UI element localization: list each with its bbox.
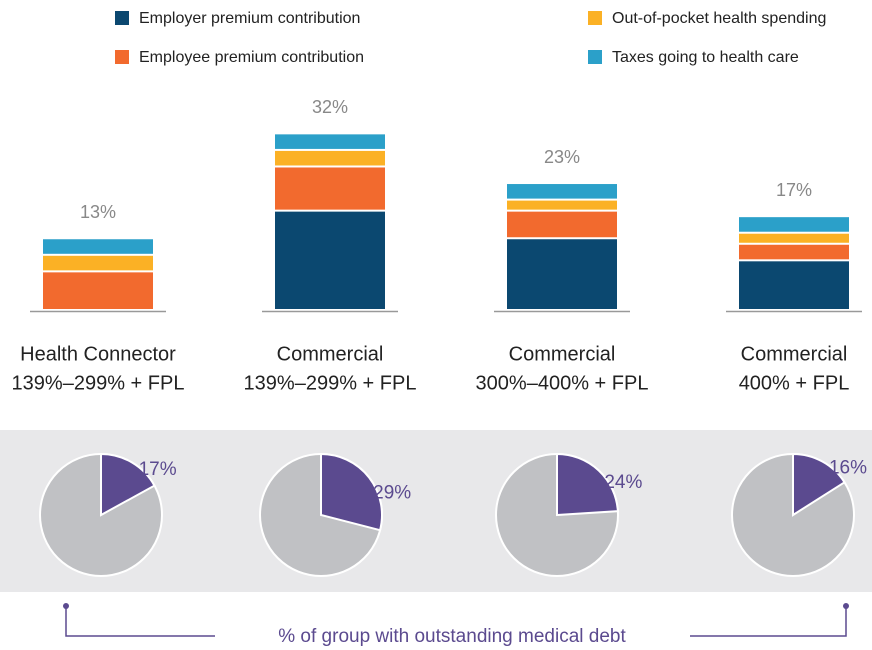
bar-segment <box>739 217 849 232</box>
category-label: Commercial <box>277 343 384 365</box>
legend-swatch <box>588 11 602 25</box>
total-label: 17% <box>776 180 812 200</box>
legend-swatch <box>115 11 129 25</box>
bar-segment <box>43 239 153 254</box>
bar-segment <box>739 233 849 243</box>
legend-swatch <box>588 50 602 64</box>
pie-label: 29% <box>373 482 411 503</box>
bar-segment <box>739 261 849 309</box>
bracket-dot <box>63 603 69 609</box>
bracket-dot <box>843 603 849 609</box>
category-label: 139%–299% + FPL <box>12 372 185 394</box>
bar-segment <box>43 272 153 309</box>
pie-caption: % of group with outstanding medical debt <box>278 626 626 647</box>
pie-label: 17% <box>139 459 177 480</box>
category-label: 300%–400% + FPL <box>476 372 649 394</box>
bar-segment <box>507 184 617 199</box>
total-label: 32% <box>312 97 348 117</box>
bar-segment <box>275 211 385 309</box>
bracket-left <box>65 607 215 637</box>
legend-label: Taxes going to health care <box>612 49 799 66</box>
legend-label: Employee premium contribution <box>139 49 364 66</box>
legend-swatch <box>115 50 129 64</box>
bar-segment <box>275 134 385 149</box>
pie-slice <box>320 452 383 532</box>
legend-label: Employer premium contribution <box>139 10 360 27</box>
bar-segment <box>507 211 617 238</box>
bracket <box>65 607 847 637</box>
total-label: 13% <box>80 202 116 222</box>
category-label: 400% + FPL <box>739 372 850 394</box>
pie-label: 24% <box>604 472 642 493</box>
legend-label: Out-of-pocket health spending <box>612 10 826 27</box>
category-label: 139%–299% + FPL <box>244 372 417 394</box>
bracket-right <box>690 607 847 637</box>
bar-segment <box>507 239 617 309</box>
category-label: Commercial <box>741 343 848 365</box>
pie-slice <box>556 452 619 517</box>
total-label: 23% <box>544 147 580 167</box>
bar-segment <box>43 255 153 271</box>
bar-segment <box>507 200 617 210</box>
pie-label: 16% <box>829 457 867 478</box>
pie-slice <box>100 452 156 517</box>
bar-segment <box>275 167 385 210</box>
category-label: Commercial <box>509 343 616 365</box>
bar-segment <box>739 244 849 260</box>
category-label: Health Connector <box>20 343 176 365</box>
pie-slice <box>792 452 846 517</box>
bar-segment <box>275 150 385 166</box>
